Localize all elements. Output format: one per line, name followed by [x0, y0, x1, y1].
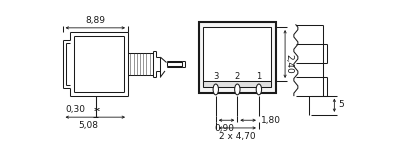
Text: 2 x 4,70: 2 x 4,70 [219, 132, 256, 141]
Ellipse shape [256, 84, 262, 95]
Text: 5,08: 5,08 [78, 121, 98, 130]
Text: 8,89: 8,89 [85, 16, 105, 25]
Ellipse shape [235, 84, 240, 95]
Bar [204, 27, 271, 86]
Text: 2: 2 [235, 72, 240, 81]
Text: 1,80: 1,80 [261, 116, 281, 125]
Text: 0,90: 0,90 [214, 124, 234, 133]
Text: 0,30: 0,30 [66, 105, 86, 114]
Text: 3: 3 [213, 72, 218, 81]
Text: 1: 1 [256, 72, 262, 81]
Text: 5: 5 [338, 100, 344, 109]
Ellipse shape [213, 84, 218, 95]
Bar [204, 81, 271, 87]
Text: 2,40: 2,40 [284, 54, 294, 74]
Bar [199, 22, 276, 93]
